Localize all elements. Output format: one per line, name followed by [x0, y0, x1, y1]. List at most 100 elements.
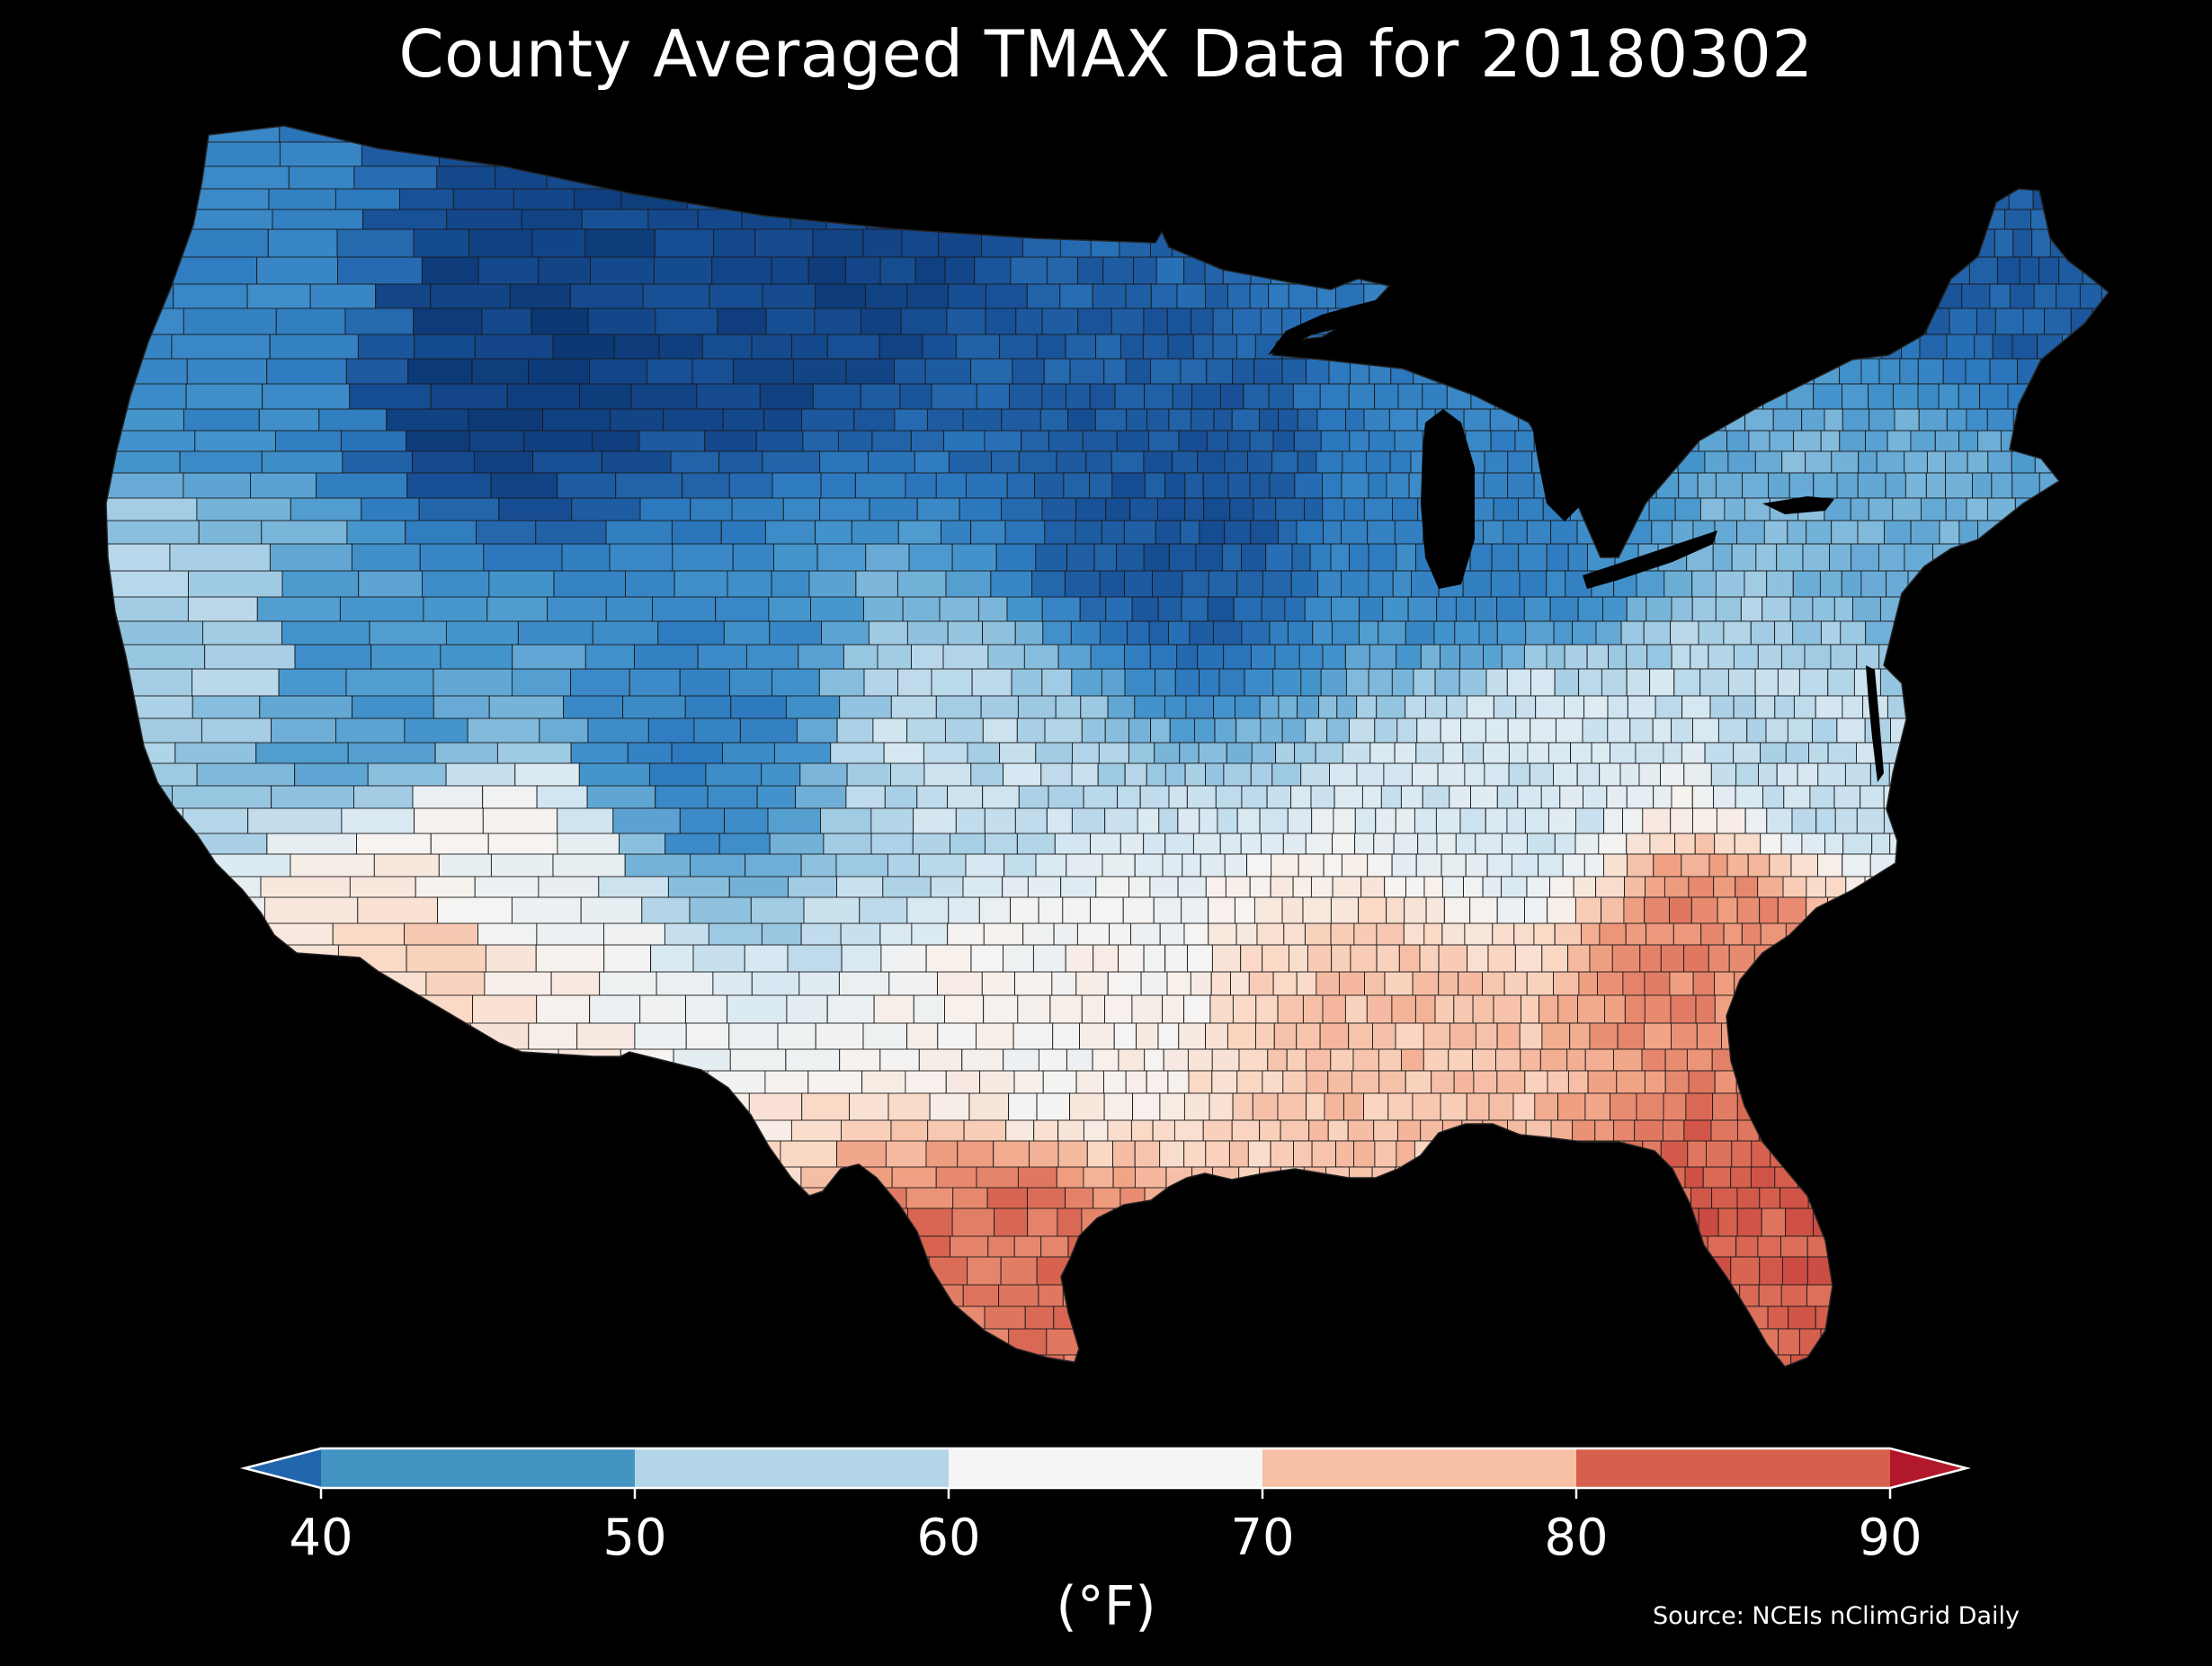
county-cell	[1954, 209, 1978, 230]
county-cell	[1767, 1022, 1792, 1050]
county-cell	[199, 1187, 272, 1234]
county-cell	[1649, 833, 1675, 855]
county-cell	[2046, 1354, 2075, 1367]
county-cell	[1766, 807, 1793, 834]
county-cell	[1259, 695, 1280, 719]
county-cell	[1134, 853, 1164, 878]
county-cell	[1966, 408, 1988, 432]
county-cell	[469, 1022, 530, 1072]
county-cell	[1979, 383, 2009, 410]
county-cell	[1253, 497, 1277, 521]
county-cell	[1868, 497, 1894, 521]
county-cell	[1871, 1022, 1893, 1050]
county-cell	[1259, 807, 1289, 834]
county-cell	[272, 1305, 343, 1354]
county-cell	[406, 1328, 491, 1367]
county-cell	[775, 1187, 832, 1219]
county-cell	[1372, 1022, 1396, 1050]
county-cell	[2120, 409, 2149, 431]
county-cell	[251, 1092, 317, 1151]
county-cell	[1310, 785, 1335, 809]
county-cell	[1116, 1284, 1139, 1308]
county-cell	[677, 1235, 735, 1270]
county-cell	[2117, 1329, 2140, 1355]
county-cell	[1166, 971, 1191, 996]
county-cell	[1978, 1354, 2002, 1367]
county-cell	[1951, 1092, 1974, 1121]
county-cell	[1489, 1354, 1514, 1367]
county-cell	[1999, 141, 2022, 167]
county-cell	[1048, 430, 1084, 455]
county-cell	[1079, 596, 1107, 625]
county-cell	[1904, 307, 1928, 335]
county-cell	[1986, 497, 2016, 521]
county-cell	[1844, 188, 1872, 210]
county-cell	[1467, 1235, 1486, 1258]
county-cell	[1281, 896, 1304, 924]
county-cell	[1553, 620, 1573, 646]
county-cell	[2084, 1235, 2106, 1258]
county-cell	[1663, 1328, 1686, 1356]
county-cell	[1900, 1235, 1925, 1258]
county-cell	[1516, 188, 1544, 210]
county-cell	[1692, 807, 1717, 834]
county-cell	[1518, 165, 1545, 190]
county-cell	[1062, 1284, 1094, 1310]
county-cell	[1367, 520, 1396, 545]
county-cell	[1255, 165, 1282, 190]
county-cell	[1046, 256, 1078, 289]
county-cell	[333, 1207, 416, 1265]
county-cell	[2076, 1305, 2104, 1330]
county-cell	[1853, 1235, 1875, 1258]
county-cell	[1747, 853, 1770, 878]
county-cell	[1212, 307, 1234, 335]
county-cell	[1893, 620, 1923, 646]
county-cell	[1130, 922, 1161, 947]
county-cell	[1611, 944, 1641, 973]
county-cell	[2093, 228, 2109, 258]
county-cell	[1308, 188, 1336, 210]
county-cell	[170, 1328, 258, 1367]
county-cell	[2092, 307, 2109, 335]
county-cell	[1652, 430, 1678, 452]
county-cell	[1235, 922, 1258, 946]
county-cell	[1291, 543, 1311, 572]
county-cell	[1080, 695, 1109, 722]
county-cell	[1764, 228, 1789, 258]
colorbar-extend-high	[1890, 1448, 1967, 1488]
county-cell	[2092, 126, 2109, 143]
county-cell	[1691, 596, 1717, 622]
county-cell	[1521, 994, 1540, 1024]
county-cell	[1878, 543, 1905, 572]
county-cell	[669, 1305, 735, 1343]
county-cell	[1833, 785, 1861, 809]
county-cell	[1342, 742, 1371, 764]
county-cell	[1526, 833, 1556, 855]
county-cell	[326, 1119, 394, 1163]
county-cell	[1406, 141, 1430, 167]
county-cell	[887, 1256, 930, 1295]
county-cell	[1118, 1048, 1146, 1073]
county-cell	[1762, 383, 1788, 410]
county-cell	[2024, 1166, 2049, 1189]
county-cell	[1166, 307, 1192, 335]
county-cell	[1576, 256, 1598, 285]
county-cell	[1344, 1207, 1375, 1237]
colorbar-segment	[321, 1448, 636, 1488]
county-cell	[1850, 497, 1869, 521]
county-cell	[1760, 922, 1787, 946]
county-cell	[1714, 833, 1735, 855]
county-cell	[1839, 430, 1867, 452]
county-cell	[1164, 695, 1187, 719]
county-cell	[1715, 570, 1745, 598]
county-cell	[1512, 1166, 1540, 1189]
county-cell	[1688, 876, 1715, 898]
county-cell	[1946, 620, 1968, 646]
county-cell	[2023, 520, 2046, 545]
county-cell	[2043, 358, 2067, 385]
county-cell	[1363, 408, 1390, 432]
county-cell	[1967, 450, 1989, 474]
county-cell	[1527, 1305, 1549, 1330]
county-cell	[1626, 833, 1651, 855]
county-cell	[1319, 1022, 1350, 1050]
